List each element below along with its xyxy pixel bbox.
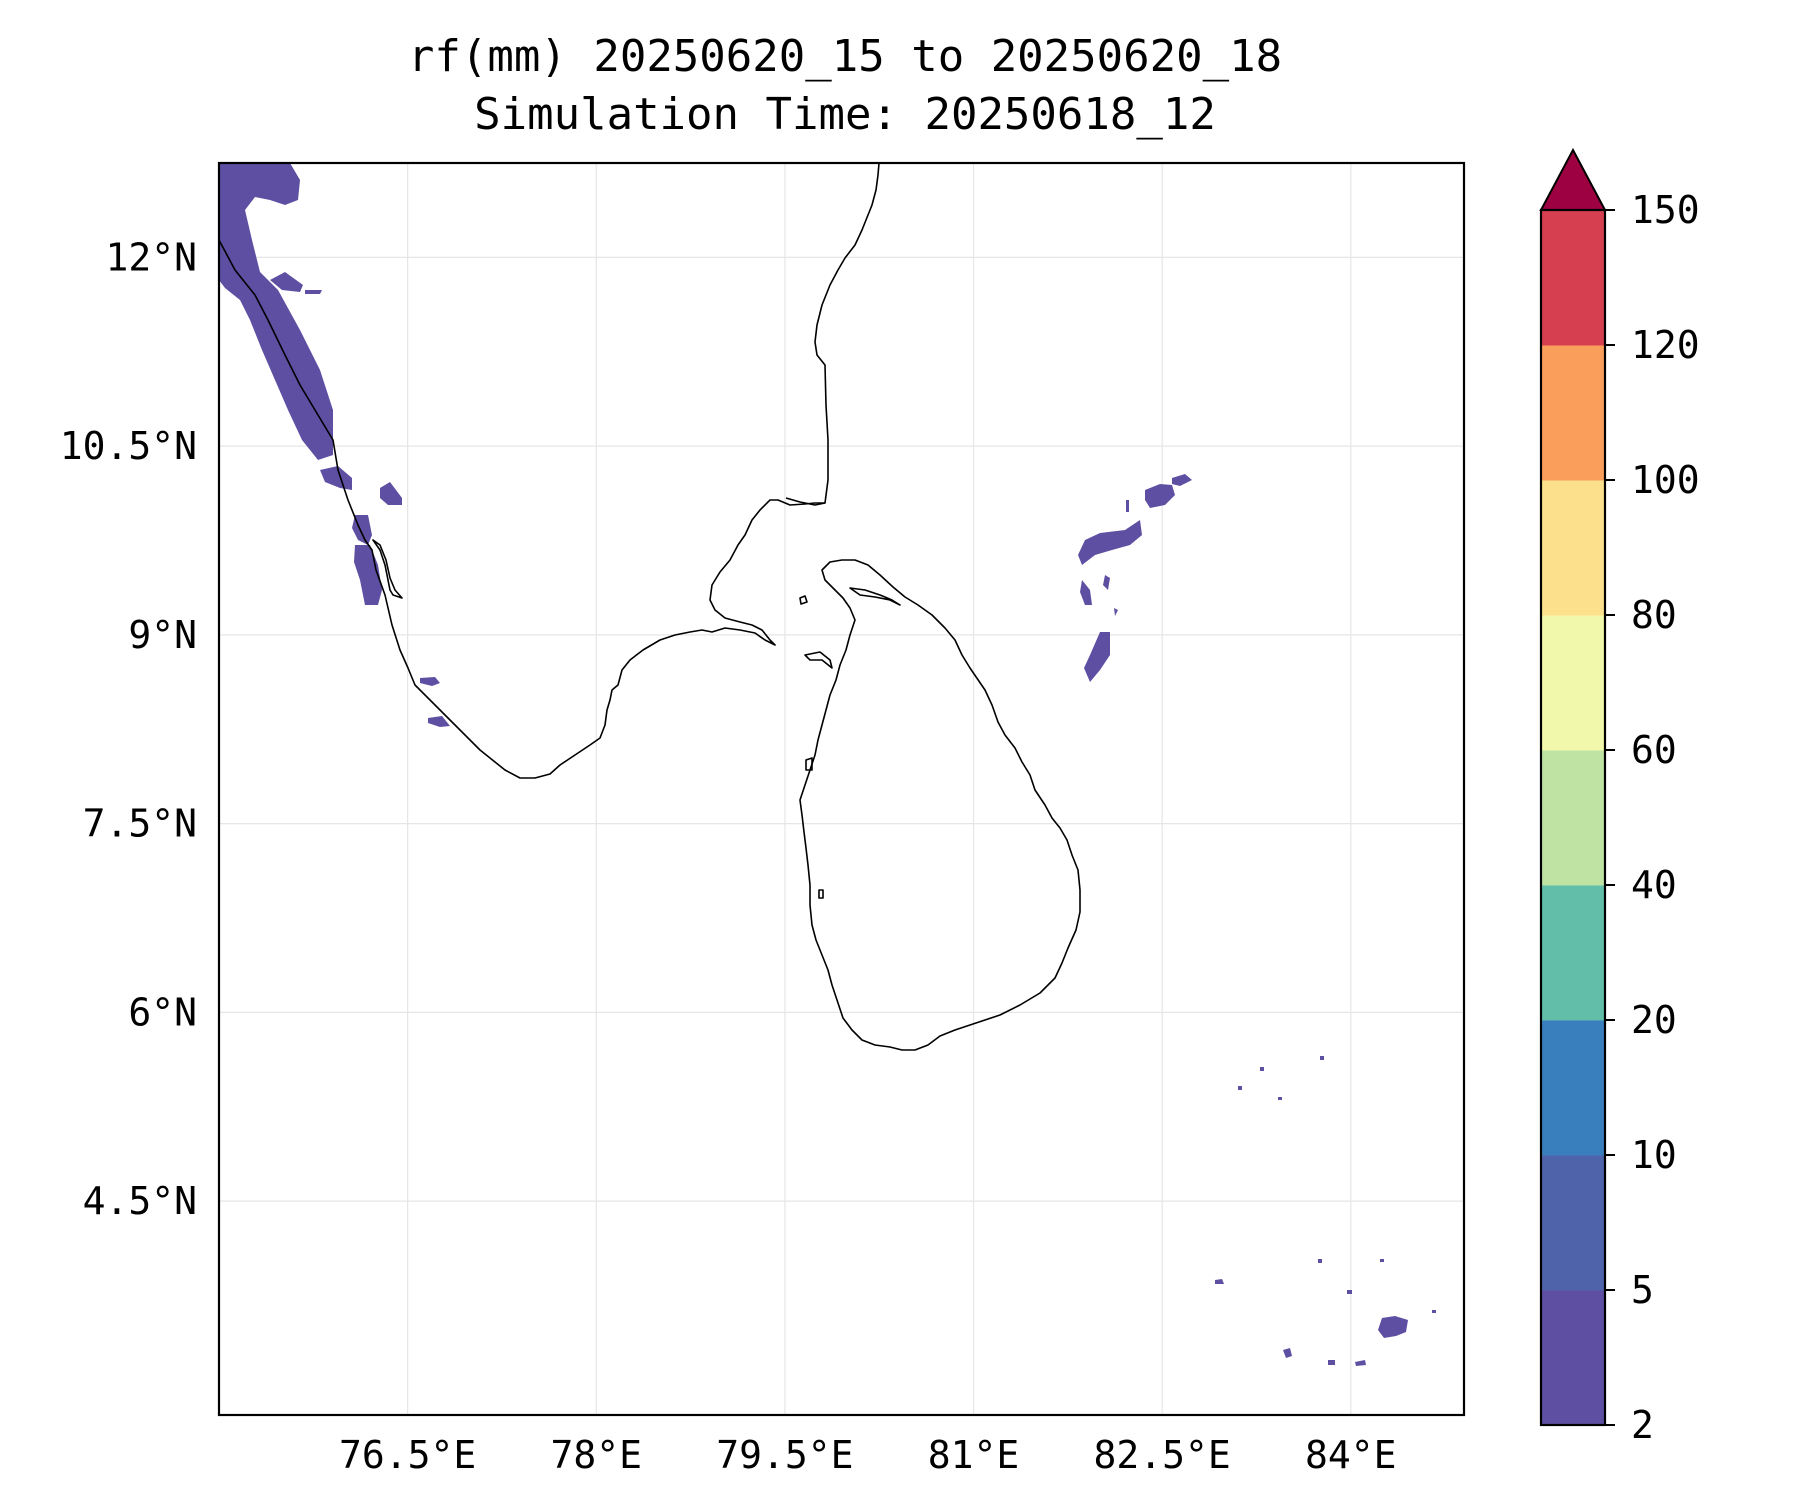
y-tick-label: 10.5°N	[60, 424, 197, 468]
rain-patch-kerala-1	[320, 466, 352, 490]
colorbar-tick-label: 60	[1631, 728, 1677, 772]
rain-patch-bay-5	[1080, 580, 1092, 605]
colorbar-segment	[1541, 615, 1605, 751]
coastline-india	[219, 163, 880, 779]
rain-patch-se-5	[1215, 1279, 1224, 1284]
rain-patch-bay-3	[1078, 520, 1142, 565]
rain-patch-bay-4	[1103, 575, 1110, 590]
rain-patch-karnataka-2	[305, 290, 322, 294]
rainfall-patches	[219, 163, 1436, 1366]
rain-patch-se-1	[1378, 1316, 1408, 1338]
plot-area	[219, 163, 1464, 1415]
colorbar-tick-label: 2	[1631, 1403, 1654, 1447]
rain-patch-bay-2	[1172, 474, 1192, 486]
x-axis: 76.5°E 78°E 79.5°E 81°E 82.5°E 84°E	[339, 1433, 1397, 1477]
colorbar-tick-label: 10	[1631, 1133, 1677, 1177]
rain-patch-se-6	[1347, 1290, 1352, 1294]
colorbar-segment	[1541, 885, 1605, 1021]
x-tick-label: 78°E	[551, 1433, 643, 1477]
chart-title: rf(mm) 20250620_15 to 20250620_18 Simula…	[0, 28, 1690, 144]
rain-patch-se-7	[1318, 1259, 1322, 1263]
title-line-2: Simulation Time: 20250618_12	[474, 89, 1216, 140]
x-tick-label: 81°E	[928, 1433, 1020, 1477]
y-tick-label: 6°N	[128, 990, 197, 1034]
y-tick-label: 9°N	[128, 613, 197, 657]
coastline-islet-2	[805, 757, 813, 771]
rain-patch-kerala-2	[380, 482, 402, 505]
colorbar-tick-label: 40	[1631, 863, 1677, 907]
colorbar-segment	[1541, 210, 1605, 346]
colorbar: 2 5 10 20 40 60 80 100 120 150	[1539, 147, 1700, 1447]
rain-patch-se-3	[1328, 1360, 1335, 1365]
rain-patch-se-2	[1283, 1348, 1292, 1358]
rain-patch-bay-1	[1145, 484, 1175, 508]
colorbar-segment	[1541, 1020, 1605, 1156]
colorbar-tick-label: 120	[1631, 323, 1700, 367]
colorbar-segment	[1541, 750, 1605, 886]
rain-patch-se-12	[1278, 1097, 1282, 1100]
coastline-mannar	[804, 651, 833, 669]
rain-patch-kerala-4	[354, 545, 382, 605]
y-axis: 12°N 10.5°N 9°N 7.5°N 6°N 4.5°N	[60, 235, 197, 1223]
colorbar-frame	[1539, 208, 1607, 1427]
rain-patch-se-8	[1380, 1259, 1384, 1262]
rain-patch-se-11	[1238, 1086, 1242, 1090]
title-line-1: rf(mm) 20250620_15 to 20250620_18	[407, 31, 1283, 82]
gridlines	[219, 163, 1464, 1415]
rain-patch-se-13	[1320, 1056, 1324, 1060]
x-tick-label: 82.5°E	[1094, 1433, 1231, 1477]
x-tick-label: 79.5°E	[716, 1433, 853, 1477]
y-tick-label: 7.5°N	[83, 802, 197, 846]
x-tick-label: 84°E	[1305, 1433, 1397, 1477]
x-tick-label: 76.5°E	[339, 1433, 476, 1477]
rain-patch-kerala-5	[420, 677, 440, 686]
rain-patch-north-fringe	[219, 195, 238, 236]
colorbar-segment	[1541, 480, 1605, 616]
colorbar-tick-label: 100	[1631, 458, 1700, 502]
coastline-adams-bridge	[785, 497, 826, 506]
rain-patch-se-4	[1355, 1360, 1366, 1366]
y-tick-label: 12°N	[105, 235, 197, 279]
rain-patch-karnataka	[270, 272, 303, 292]
rain-patch-kerala-coast	[219, 163, 333, 460]
rain-patch-se-9	[1432, 1310, 1436, 1313]
colorbar-tick-label: 80	[1631, 593, 1677, 637]
colorbar-tick-label: 5	[1631, 1268, 1654, 1312]
colorbar-tick-label: 20	[1631, 998, 1677, 1042]
colorbar-segment	[1541, 1155, 1605, 1291]
rain-patch-kerala-6	[428, 716, 450, 727]
colorbar-tick-label: 150	[1631, 188, 1700, 232]
coastline-kerala-backwater	[372, 539, 403, 599]
coastline-sri-lanka	[799, 559, 1081, 1051]
coastline-islet-3	[818, 889, 824, 899]
colorbar-extend-max	[1539, 147, 1607, 211]
plot-frame	[217, 161, 1466, 1417]
colorbar-segment	[1541, 1290, 1605, 1426]
coastline-islet-1	[799, 595, 808, 605]
rain-patch-bay-8	[1126, 500, 1129, 512]
rain-patch-se-10	[1260, 1067, 1264, 1071]
coastline-jaffna-lagoon	[849, 587, 901, 606]
rain-patch-bay-7	[1114, 608, 1118, 616]
rain-patch-bay-6	[1084, 632, 1110, 682]
coastlines	[219, 163, 1081, 1051]
colorbar-segment	[1541, 345, 1605, 481]
y-tick-label: 4.5°N	[83, 1179, 197, 1223]
